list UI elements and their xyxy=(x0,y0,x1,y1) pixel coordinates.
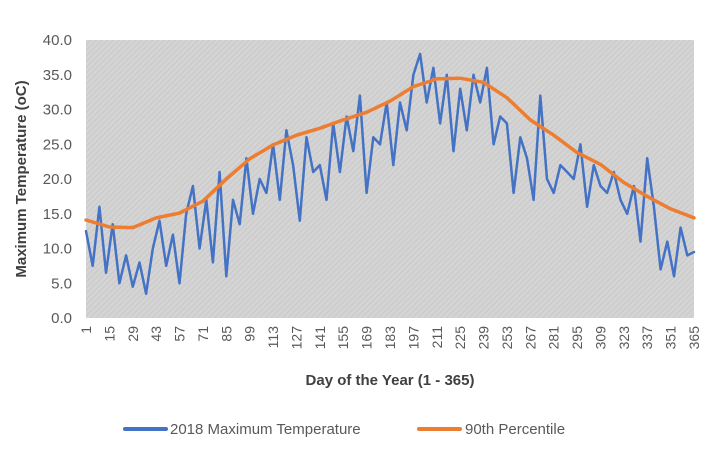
x-tick-label: 1 xyxy=(78,326,94,334)
x-tick-label: 169 xyxy=(359,326,375,350)
y-tick-label: 30.0 xyxy=(43,102,72,119)
y-tick-label: 40.0 xyxy=(43,32,72,49)
y-tick-label: 35.0 xyxy=(43,67,72,84)
x-tick-label: 127 xyxy=(288,326,304,350)
series-line-percentile xyxy=(84,76,696,230)
x-tick-label: 281 xyxy=(546,326,562,350)
legend-label-percentile: 90th Percentile xyxy=(465,421,565,438)
x-tick-label: 323 xyxy=(616,326,632,350)
x-tick-label: 253 xyxy=(499,326,515,350)
legend: 2018 Maximum Temperature 90th Percentile xyxy=(123,421,565,438)
x-tick-label: 365 xyxy=(686,326,702,350)
x-tick-label: 197 xyxy=(405,326,421,350)
series-layer xyxy=(84,52,696,295)
x-tick-label: 141 xyxy=(312,326,328,350)
x-tick-label: 99 xyxy=(242,326,258,342)
x-tick-label: 71 xyxy=(195,326,211,342)
x-tick-label: 29 xyxy=(125,326,141,342)
y-tick-label: 0.0 xyxy=(51,310,72,327)
x-tick-label: 295 xyxy=(569,326,585,350)
x-tick-label: 211 xyxy=(429,326,445,349)
x-tick-label: 155 xyxy=(335,326,351,350)
x-tick-label: 225 xyxy=(452,326,468,350)
y-axis: 0.0 5.0 10.0 15.0 20.0 25.0 30.0 35.0 40.0 xyxy=(43,32,72,327)
x-tick-label: 267 xyxy=(522,326,538,350)
x-axis: 1 15 29 43 57 71 85 99 113 127 141 155 169 183 197 211 2… xyxy=(78,326,702,350)
x-tick-label: 309 xyxy=(592,326,608,350)
x-tick-label: 183 xyxy=(382,326,398,350)
x-tick-label: 85 xyxy=(218,326,234,342)
legend-label-temperature: 2018 Maximum Temperature xyxy=(170,421,361,438)
plot-area xyxy=(86,40,694,318)
y-tick-label: 20.0 xyxy=(43,171,72,188)
x-axis-title: Day of the Year (1 - 365) xyxy=(306,372,475,389)
y-tick-label: 25.0 xyxy=(43,136,72,153)
x-tick-label: 57 xyxy=(172,326,188,342)
x-tick-label: 239 xyxy=(476,326,492,350)
x-tick-label: 15 xyxy=(101,326,117,342)
y-axis-title: Maximum Temperature (oC) xyxy=(13,80,30,277)
x-tick-label: 337 xyxy=(639,326,655,350)
x-tick-label: 43 xyxy=(148,326,164,342)
x-tick-label: 351 xyxy=(663,326,679,350)
y-tick-label: 10.0 xyxy=(43,241,72,258)
y-tick-label: 15.0 xyxy=(43,206,72,223)
x-tick-label: 113 xyxy=(265,326,281,349)
y-tick-label: 5.0 xyxy=(51,275,72,292)
